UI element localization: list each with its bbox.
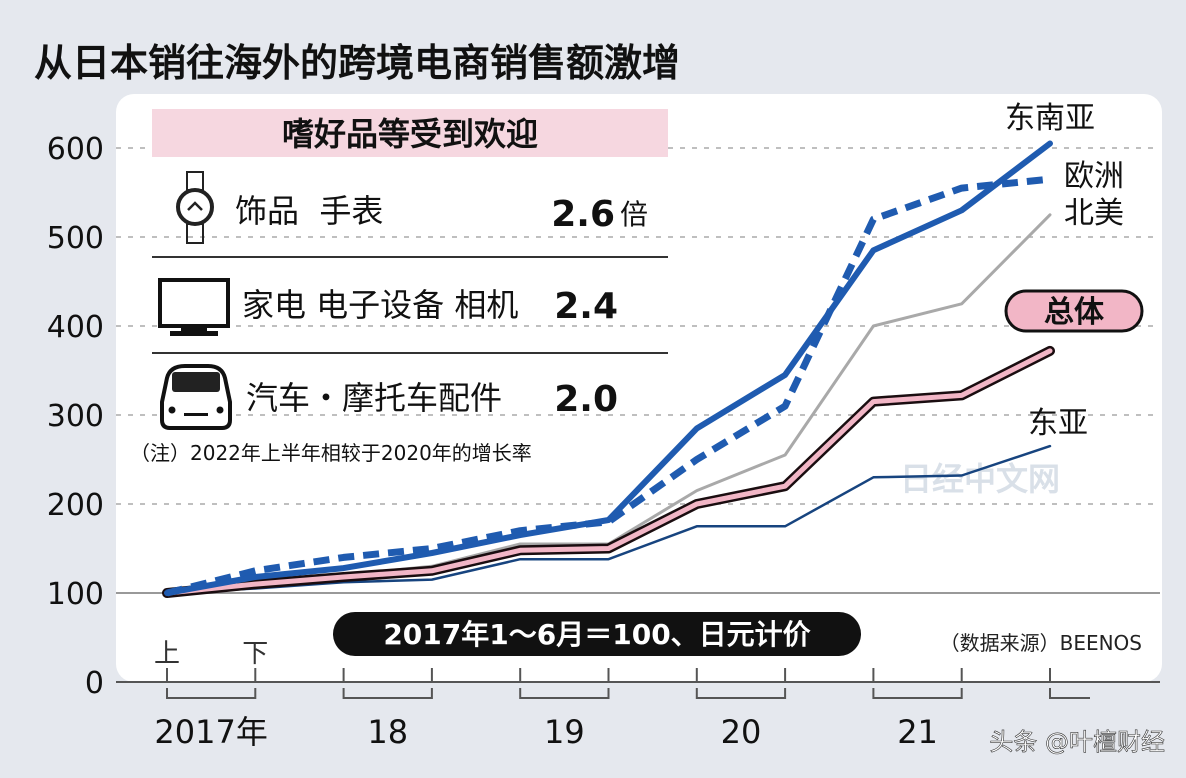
inset-panel: 嗜好品等受到欢迎 饰品 手表 2.6 倍 家电 电子设备 相机 2.4 汽车・摩… bbox=[130, 109, 668, 465]
inset-item-value: 2.4 bbox=[554, 286, 618, 327]
chart-title: 从日本销往海外的跨境电商销售额激增 bbox=[34, 41, 680, 85]
inset-heading-bg bbox=[152, 109, 668, 157]
y-tick-label: 0 bbox=[85, 666, 104, 701]
series-label-overall: 总体 bbox=[1044, 295, 1105, 330]
line-southeast-asia bbox=[164, 140, 1053, 596]
series-label-east-asia: 东亚 bbox=[1028, 406, 1088, 441]
half-year-label: 下 bbox=[242, 639, 268, 669]
year-label: 18 bbox=[367, 713, 408, 751]
source-note: （数据来源）BEENOS bbox=[940, 631, 1142, 655]
inset-item-label: 汽车・摩托车配件 bbox=[246, 379, 502, 417]
line-overall bbox=[164, 348, 1053, 596]
y-axis: 0 100 200 300 400 500 600 bbox=[47, 132, 104, 701]
year-label: 21 bbox=[897, 713, 938, 751]
y-tick-label: 200 bbox=[47, 488, 104, 523]
year-bracket bbox=[695, 688, 787, 699]
car-icon bbox=[160, 364, 232, 430]
inset-item-unit: 倍 bbox=[620, 198, 648, 231]
year-bracket bbox=[1049, 688, 1090, 699]
inset-item-label: 家电 电子设备 相机 bbox=[242, 286, 518, 324]
inset-note: （注）2022年上半年相较于2020年的增长率 bbox=[130, 441, 532, 465]
x-axis: 上 下 2017年 18 19 20 21 bbox=[154, 639, 1090, 751]
line-europe bbox=[166, 175, 1051, 597]
inset-item-value: 2.6 bbox=[551, 194, 615, 235]
inset-item-label: 饰品 手表 bbox=[235, 192, 383, 230]
watermark-center: 日经中文网 bbox=[900, 460, 1060, 498]
series-lines bbox=[162, 140, 1055, 598]
base-note-pill bbox=[333, 612, 861, 656]
half-year-label: 上 bbox=[154, 639, 180, 669]
y-tick-label: 400 bbox=[47, 310, 104, 345]
base-note: 2017年1～6月＝100、日元计价 bbox=[383, 618, 811, 651]
y-tick-label: 100 bbox=[47, 577, 104, 612]
year-bracket bbox=[519, 688, 610, 699]
year-bracket bbox=[342, 688, 433, 699]
year-label: 20 bbox=[721, 713, 762, 751]
series-label-europe: 欧洲 bbox=[1064, 159, 1124, 194]
overall-label-pill bbox=[1004, 289, 1144, 333]
year-bracket bbox=[166, 688, 257, 699]
y-tick-label: 600 bbox=[47, 132, 104, 167]
series-label-north-america: 北美 bbox=[1064, 196, 1124, 231]
y-tick-label: 500 bbox=[47, 221, 104, 256]
year-bracket bbox=[872, 688, 963, 699]
series-label-southeast-asia: 东南亚 bbox=[1005, 101, 1095, 136]
inset-heading: 嗜好品等受到欢迎 bbox=[282, 115, 538, 153]
year-label: 19 bbox=[544, 713, 585, 751]
inset-item-value: 2.0 bbox=[554, 379, 618, 420]
watermark-bottom-right: 头条 @叶檀财经 bbox=[989, 728, 1165, 756]
tv-icon bbox=[158, 278, 230, 336]
year-label: 2017年 bbox=[154, 713, 267, 751]
gridlines bbox=[116, 147, 1160, 683]
y-tick-label: 300 bbox=[47, 399, 104, 434]
watch-icon bbox=[176, 171, 214, 244]
